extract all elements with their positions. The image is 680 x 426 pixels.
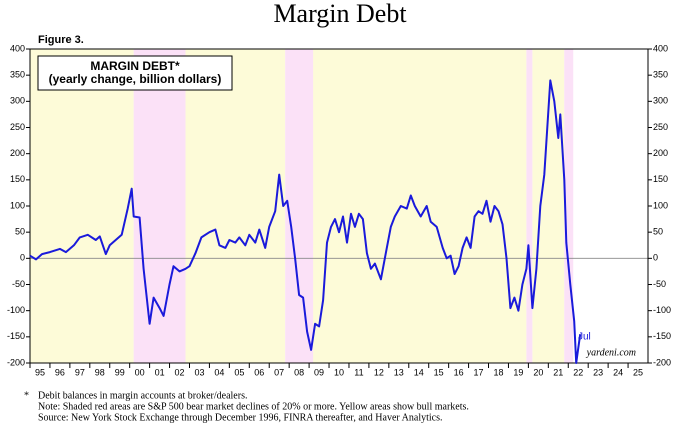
plot-frame [29,48,649,364]
x-tick-label: 99 [115,367,125,377]
bear-market [526,49,533,363]
y2-tick-label: 0 [653,253,658,263]
x-tick-label: 96 [55,367,65,377]
x-tick-label: 07 [274,367,284,377]
x-tick-label: 22 [573,367,583,377]
x-tick-label: 05 [234,367,244,377]
bear-market [285,49,314,363]
x-tick-label: 04 [214,367,224,377]
bear-market [564,49,574,363]
y-tick-label: 400 [10,43,25,53]
footnote: Source: New York Stock Exchange through … [38,412,443,423]
y-tick-label: 300 [10,96,25,106]
footnote-marker: * [24,390,29,401]
x-tick-label: 19 [513,367,523,377]
x-tick-label: 17 [474,367,484,377]
x-tick-label: 06 [254,367,264,377]
y-tick-label: 50 [15,227,25,237]
x-tick-label: 10 [334,367,344,377]
x-tick-label: 12 [374,367,384,377]
legend-box [37,55,233,91]
y-tick-label: -100 [7,305,25,315]
x-tick-label: 01 [155,367,165,377]
y2-tick-label: -100 [653,305,671,315]
footnote: Debit balances in margin accounts at bro… [38,390,247,401]
y2-tick-label: -50 [653,279,666,289]
x-tick-label: 23 [593,367,603,377]
y2-tick-label: 300 [653,96,668,106]
x-tick-label: 14 [414,367,424,377]
y-tick-label: 150 [10,174,25,184]
x-tick-label: 21 [553,367,563,377]
y-tick-label: 200 [10,148,25,158]
x-tick-label: 02 [175,367,185,377]
x-tick-label: 11 [354,367,363,377]
y-tick-label: 0 [20,253,25,263]
y2-tick-label: -200 [653,357,671,367]
data-line [29,79,582,364]
x-tick-label: 20 [533,367,543,377]
x-tick-label: 08 [294,367,304,377]
y-tick-label: -50 [12,279,25,289]
legend-subtitle: (yearly change, billion dollars) [49,72,222,86]
bull-market [30,49,134,363]
y2-tick-label: 200 [653,148,668,158]
y-tick-label: 100 [10,200,25,210]
x-tick-label: 24 [613,367,623,377]
x-tick-label: 15 [434,367,444,377]
x-tick-label: 03 [194,367,204,377]
y2-tick-label: 400 [653,43,668,53]
bear-market [133,49,186,363]
annotation: Jul [578,332,591,343]
y-tick-label: -150 [7,331,25,341]
y2-tick-label: 250 [653,122,668,132]
chart-title: Margin Debt [273,0,407,28]
y2-tick-label: 100 [653,200,668,210]
bull-market [313,49,527,363]
legend-title: MARGIN DEBT* [90,59,180,73]
x-tick-label: 13 [394,367,404,377]
y2-tick-label: -150 [653,331,671,341]
x-tick-label: 25 [633,367,643,377]
bull-market [185,49,286,363]
x-tick-label: 18 [493,367,503,377]
y2-tick-label: 150 [653,174,668,184]
x-tick-label: 09 [314,367,324,377]
y-tick-label: 350 [10,70,25,80]
y2-tick-label: 350 [653,70,668,80]
x-tick-label: 00 [135,367,145,377]
x-tick-label: 97 [75,367,85,377]
source-mark: yardeni.com [586,347,636,358]
figure-label: Figure 3. [38,34,84,46]
y2-tick-label: 50 [653,227,663,237]
x-tick-label: 98 [95,367,105,377]
y-tick-label: -200 [7,357,25,367]
footnote: Note: Shaded red areas are S&P 500 bear … [38,401,469,412]
y-tick-label: 250 [10,122,25,132]
x-tick-label: 16 [454,367,464,377]
x-tick-label: 95 [35,367,45,377]
